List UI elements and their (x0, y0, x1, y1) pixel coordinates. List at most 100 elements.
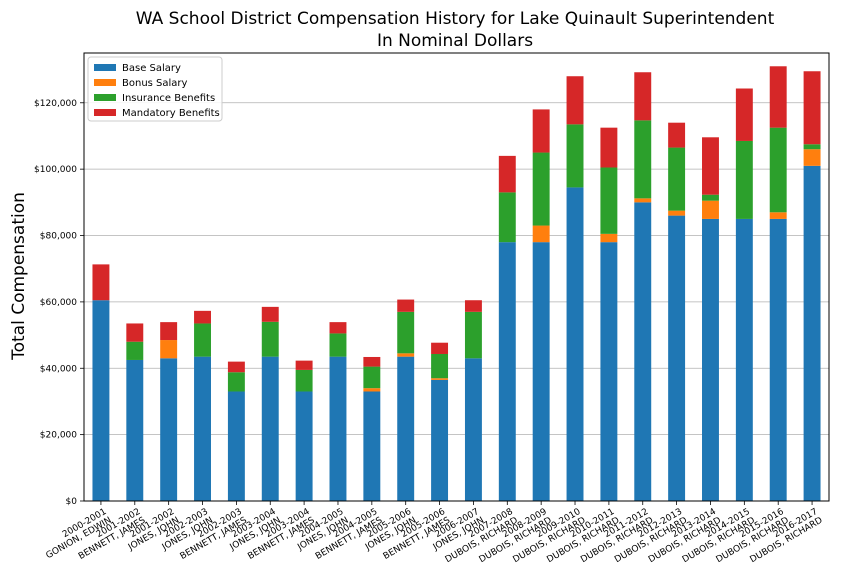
bar-insurance-benefits (397, 311, 415, 354)
bar-mandatory-benefits (600, 127, 618, 168)
bar-mandatory-benefits (634, 72, 652, 121)
legend-box (87, 56, 223, 122)
bar-insurance-benefits (498, 192, 516, 243)
bar-mandatory-benefits (702, 137, 719, 195)
bar-base-salary (126, 359, 144, 501)
bar-insurance-benefits (194, 323, 211, 357)
bar-insurance-benefits (329, 333, 347, 357)
bar-insurance-benefits (464, 311, 482, 359)
bar-bonus-salary (769, 212, 787, 219)
y-axis-label: Total Compensation (9, 192, 29, 361)
bar-base-salary (702, 218, 719, 502)
bar-insurance-benefits (227, 372, 245, 392)
bar-base-salary (600, 242, 618, 501)
legend-label: Bonus Salary (122, 78, 188, 89)
plot-frame (83, 52, 830, 502)
bar-insurance-benefits (431, 353, 449, 379)
bar-base-salary (194, 356, 211, 501)
y-tick-label: $40,000 (40, 364, 77, 374)
bar-mandatory-benefits (160, 322, 178, 341)
bar-bonus-salary (634, 198, 652, 203)
legend-swatch (94, 79, 116, 86)
bar-mandatory-benefits (397, 299, 415, 312)
bar-bonus-salary (431, 378, 449, 380)
bar-insurance-benefits (566, 124, 584, 188)
bar-mandatory-benefits (498, 155, 516, 193)
bar-bonus-salary (363, 388, 381, 392)
bar-bonus-salary (803, 149, 821, 166)
legend-swatch (94, 64, 116, 71)
bar-bonus-salary (600, 233, 618, 243)
bar-mandatory-benefits (194, 310, 211, 324)
bar-base-salary (566, 187, 584, 501)
bar-insurance-benefits (600, 167, 618, 234)
legend-label: Mandatory Benefits (122, 108, 220, 119)
chart-subtitle: In Nominal Dollars (377, 31, 533, 51)
bar-mandatory-benefits (329, 322, 347, 334)
bar-mandatory-benefits (126, 323, 144, 342)
bar-mandatory-benefits (532, 109, 550, 153)
bar-mandatory-benefits (464, 300, 482, 312)
bar-base-salary (397, 356, 415, 501)
bar-mandatory-benefits (295, 360, 313, 370)
bar-insurance-benefits (126, 341, 144, 360)
bar-base-salary (735, 218, 753, 502)
legend-swatch (94, 109, 116, 116)
bar-base-salary (227, 391, 245, 501)
bar-insurance-benefits (295, 369, 313, 392)
y-axis-ticks: $0 $20,000 $40,000 $60,000 $80,000 $100,000 $1… (34, 99, 84, 507)
legend: Base Salary Bonus Salary Insurance Benefit… (87, 56, 223, 122)
bars (92, 66, 821, 502)
chart-title: WA School District Compensation History … (136, 9, 775, 29)
bar-bonus-salary (160, 340, 178, 359)
bar-base-salary (668, 215, 686, 501)
y-tick-label: $20,000 (40, 431, 77, 441)
bar-mandatory-benefits (227, 361, 245, 373)
legend-label: Insurance Benefits (122, 93, 215, 104)
bar-base-salary (464, 358, 482, 501)
bar-bonus-salary (532, 225, 550, 243)
bar-insurance-benefits (634, 120, 652, 199)
bar-mandatory-benefits (431, 342, 449, 354)
bar-mandatory-benefits (803, 71, 821, 145)
bar-base-salary (295, 391, 313, 501)
y-tick-label: $120,000 (34, 99, 77, 109)
bar-insurance-benefits (668, 147, 686, 211)
bar-mandatory-benefits (735, 88, 753, 141)
bar-mandatory-benefits (92, 264, 110, 301)
y-tick-label: $0 (66, 497, 78, 507)
bar-insurance-benefits (532, 152, 550, 226)
bar-insurance-benefits (769, 127, 787, 213)
legend-swatch (94, 94, 116, 101)
bar-base-salary (363, 391, 381, 501)
bar-base-salary (498, 242, 516, 501)
bar-insurance-benefits (702, 194, 719, 201)
bar-mandatory-benefits (769, 66, 787, 128)
bar-mandatory-benefits (363, 356, 381, 367)
bar-base-salary (261, 356, 279, 501)
bar-insurance-benefits (735, 140, 753, 219)
y-tick-label: $60,000 (40, 298, 77, 308)
y-tick-label: $80,000 (40, 232, 77, 242)
bar-base-salary (634, 202, 652, 502)
legend-label: Base Salary (122, 63, 181, 74)
bar-mandatory-benefits (566, 76, 584, 125)
bar-bonus-salary (668, 210, 686, 216)
bar-bonus-salary (397, 353, 415, 357)
bar-mandatory-benefits (668, 122, 686, 148)
bar-insurance-benefits (261, 321, 279, 357)
y-tick-label: $100,000 (34, 165, 77, 175)
bar-base-salary (92, 300, 110, 501)
bar-mandatory-benefits (261, 306, 279, 322)
bar-insurance-benefits (803, 144, 821, 150)
bar-insurance-benefits (363, 366, 381, 389)
bar-bonus-salary (702, 200, 719, 219)
bar-base-salary (532, 242, 550, 501)
bar-base-salary (329, 356, 347, 501)
bar-base-salary (769, 218, 787, 502)
bar-base-salary (803, 165, 821, 501)
bar-base-salary (431, 379, 449, 501)
bar-base-salary (160, 358, 178, 501)
